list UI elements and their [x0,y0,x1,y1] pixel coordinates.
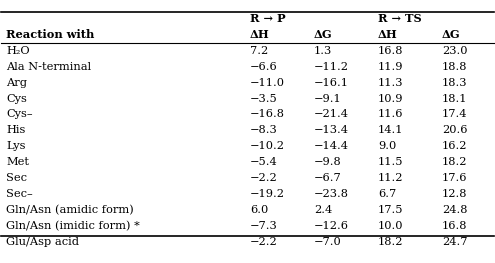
Text: Cys–: Cys– [6,109,33,119]
Text: −16.1: −16.1 [314,78,349,88]
Text: 11.2: 11.2 [378,173,403,183]
Text: Met: Met [6,157,29,167]
Text: Ala N-terminal: Ala N-terminal [6,62,92,72]
Text: −11.2: −11.2 [314,62,349,72]
Text: −7.3: −7.3 [250,221,278,231]
Text: 10.0: 10.0 [378,221,403,231]
Text: −12.6: −12.6 [314,221,349,231]
Text: ΔH: ΔH [378,29,397,40]
Text: −10.2: −10.2 [250,141,285,151]
Text: ΔH: ΔH [250,29,270,40]
Text: −21.4: −21.4 [314,109,349,119]
Text: Cys: Cys [6,94,27,104]
Text: Sec–: Sec– [6,189,33,199]
Text: 11.6: 11.6 [378,109,403,119]
Text: 11.9: 11.9 [378,62,403,72]
Text: −9.1: −9.1 [314,94,342,104]
Text: 16.8: 16.8 [442,221,467,231]
Text: R → TS: R → TS [378,13,422,24]
Text: −9.8: −9.8 [314,157,342,167]
Text: 7.2: 7.2 [250,46,268,56]
Text: 17.4: 17.4 [442,109,467,119]
Text: His: His [6,125,26,135]
Text: 6.0: 6.0 [250,205,268,215]
Text: −6.7: −6.7 [314,173,342,183]
Text: −16.8: −16.8 [250,109,285,119]
Text: ΔG: ΔG [314,29,333,40]
Text: −6.6: −6.6 [250,62,278,72]
Text: −23.8: −23.8 [314,189,349,199]
Text: 18.2: 18.2 [442,157,467,167]
Text: −7.0: −7.0 [314,237,342,247]
Text: 11.3: 11.3 [378,78,403,88]
Text: 18.1: 18.1 [442,94,467,104]
Text: 24.8: 24.8 [442,205,467,215]
Text: 9.0: 9.0 [378,141,396,151]
Text: 18.2: 18.2 [378,237,403,247]
Text: Lys: Lys [6,141,26,151]
Text: 1.3: 1.3 [314,46,332,56]
Text: 14.1: 14.1 [378,125,403,135]
Text: 11.5: 11.5 [378,157,403,167]
Text: 18.3: 18.3 [442,78,467,88]
Text: −2.2: −2.2 [250,173,278,183]
Text: 20.6: 20.6 [442,125,467,135]
Text: −13.4: −13.4 [314,125,349,135]
Text: −3.5: −3.5 [250,94,278,104]
Text: 2.4: 2.4 [314,205,332,215]
Text: 16.8: 16.8 [378,46,403,56]
Text: Gln/Asn (imidic form) *: Gln/Asn (imidic form) * [6,221,140,231]
Text: −2.2: −2.2 [250,237,278,247]
Text: ΔG: ΔG [442,29,460,40]
Text: 10.9: 10.9 [378,94,403,104]
Text: −11.0: −11.0 [250,78,285,88]
Text: Glu/Asp acid: Glu/Asp acid [6,237,79,247]
Text: 16.2: 16.2 [442,141,467,151]
Text: −19.2: −19.2 [250,189,285,199]
Text: Sec: Sec [6,173,27,183]
Text: Reaction with: Reaction with [6,29,95,40]
Text: H₂O: H₂O [6,46,30,56]
Text: 18.8: 18.8 [442,62,467,72]
Text: Arg: Arg [6,78,27,88]
Text: 23.0: 23.0 [442,46,467,56]
Text: Gln/Asn (amidic form): Gln/Asn (amidic form) [6,205,134,215]
Text: −5.4: −5.4 [250,157,278,167]
Text: 17.5: 17.5 [378,205,403,215]
Text: 6.7: 6.7 [378,189,396,199]
Text: 17.6: 17.6 [442,173,467,183]
Text: −8.3: −8.3 [250,125,278,135]
Text: 24.7: 24.7 [442,237,467,247]
Text: R → P: R → P [250,13,286,24]
Text: 12.8: 12.8 [442,189,467,199]
Text: −14.4: −14.4 [314,141,349,151]
